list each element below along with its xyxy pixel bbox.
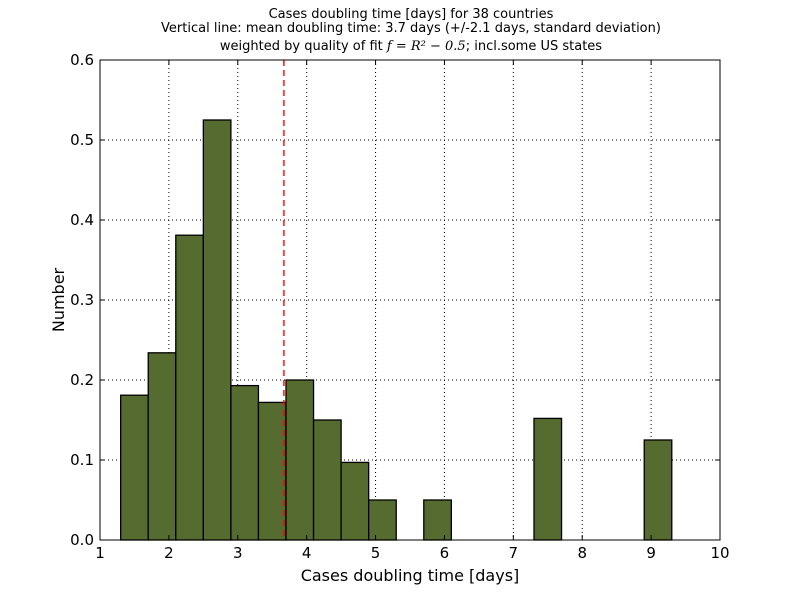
axis-ticks: 1 2 3 4 5 6 7 8 9 10 0.0 0.1 0.2 0.3 0.4 0.5 0.6 bbox=[70, 51, 729, 562]
x-tick-label: 3 bbox=[233, 544, 243, 562]
histogram-bar-3 bbox=[202, 119, 232, 541]
x-tick-label: 8 bbox=[577, 544, 587, 562]
histogram-bar-1 bbox=[147, 352, 177, 541]
histogram-bar-11 bbox=[423, 499, 452, 541]
x-tick-label: 7 bbox=[509, 544, 519, 562]
x-tick-label: 10 bbox=[710, 544, 729, 562]
histogram-bar-2 bbox=[175, 234, 204, 541]
grid-lines bbox=[100, 60, 720, 540]
y-tick-label: 0.3 bbox=[70, 291, 94, 309]
x-tick-label: 2 bbox=[164, 544, 174, 562]
histogram-bar-15 bbox=[533, 417, 563, 541]
histogram-bar-6 bbox=[285, 379, 315, 541]
histogram-bar-0 bbox=[120, 394, 149, 541]
histogram-bar-5 bbox=[257, 401, 287, 541]
x-tick-label: 1 bbox=[95, 544, 105, 562]
y-axis-label: Number bbox=[49, 267, 68, 332]
y-tick-label: 0.2 bbox=[70, 371, 94, 389]
title-line-3-prefix: weighted by quality of fit bbox=[220, 39, 387, 54]
title-line-2: Vertical line: mean doubling time: 3.7 d… bbox=[161, 21, 661, 36]
x-axis-label: Cases doubling time [days] bbox=[301, 566, 520, 585]
x-tick-label: 5 bbox=[371, 544, 381, 562]
title-line-3-formula: f = R² − 0.5 bbox=[386, 39, 466, 54]
histogram-bar-19 bbox=[643, 439, 673, 541]
histogram-bar-4 bbox=[230, 384, 260, 541]
chart-title: Cases doubling time [days] for 38 countr… bbox=[161, 7, 661, 54]
title-line-3-suffix: ; incl.some US states bbox=[466, 39, 603, 54]
histogram-bar-7 bbox=[312, 419, 342, 541]
x-tick-label: 9 bbox=[646, 544, 656, 562]
histogram-bar-9 bbox=[368, 499, 397, 541]
y-tick-label: 0.0 bbox=[70, 531, 94, 549]
histogram-bars bbox=[120, 119, 673, 541]
y-tick-label: 0.4 bbox=[70, 211, 94, 229]
y-tick-label: 0.5 bbox=[70, 131, 94, 149]
title-line-3: weighted by quality of fit f = R² − 0.5;… bbox=[220, 39, 602, 54]
x-tick-label: 4 bbox=[302, 544, 312, 562]
y-tick-label: 0.6 bbox=[70, 51, 94, 69]
x-tick-label: 6 bbox=[440, 544, 450, 562]
title-line-1: Cases doubling time [days] for 38 countr… bbox=[269, 7, 554, 22]
y-tick-label: 0.1 bbox=[70, 451, 94, 469]
histogram-bar-8 bbox=[340, 461, 370, 541]
